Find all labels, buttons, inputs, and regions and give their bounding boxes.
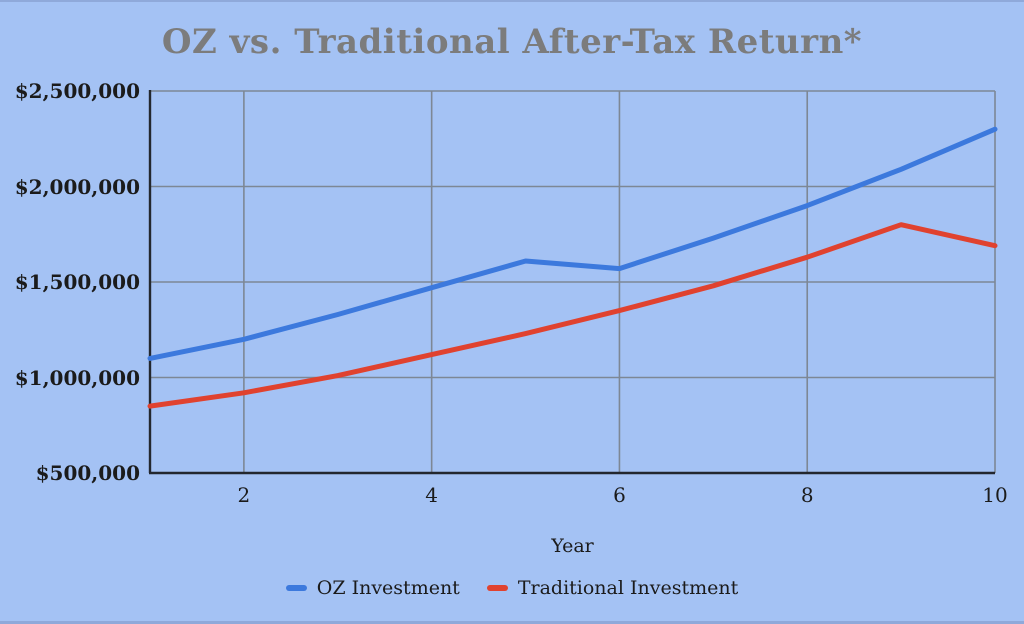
y-tick-label: $1,000,000 bbox=[14, 365, 140, 390]
legend-item: Traditional Investment bbox=[486, 577, 739, 599]
x-tick-label: 2 bbox=[237, 483, 251, 507]
y-tick-label: $2,000,000 bbox=[14, 174, 140, 199]
legend-swatch-traditional bbox=[486, 585, 508, 591]
legend-label: OZ Investment bbox=[316, 577, 460, 599]
y-tick-label: $1,500,000 bbox=[14, 270, 140, 294]
chart-title: OZ vs. Traditional After-Tax Return* bbox=[161, 22, 863, 62]
series-line-traditional bbox=[147, 222, 998, 409]
bottom-edge-border bbox=[0, 621, 1024, 624]
legend-label: Traditional Investment bbox=[517, 577, 739, 599]
y-tick-label: $500,000 bbox=[35, 461, 140, 485]
x-axis-title: Year bbox=[551, 535, 594, 557]
top-edge-border bbox=[0, 0, 1024, 2]
legend: OZ Investment Traditional Investment bbox=[0, 577, 1024, 599]
legend-item: OZ Investment bbox=[285, 577, 460, 599]
plot-area bbox=[147, 90, 998, 475]
x-tick-label: 6 bbox=[613, 483, 626, 507]
x-tick-label: 8 bbox=[800, 483, 814, 507]
x-tick-label: 4 bbox=[425, 483, 439, 507]
y-tick-label: $2,500,000 bbox=[14, 79, 140, 103]
series-line-oz bbox=[147, 126, 998, 361]
legend-swatch-oz bbox=[285, 585, 307, 591]
x-tick-label: 10 bbox=[982, 483, 1008, 507]
